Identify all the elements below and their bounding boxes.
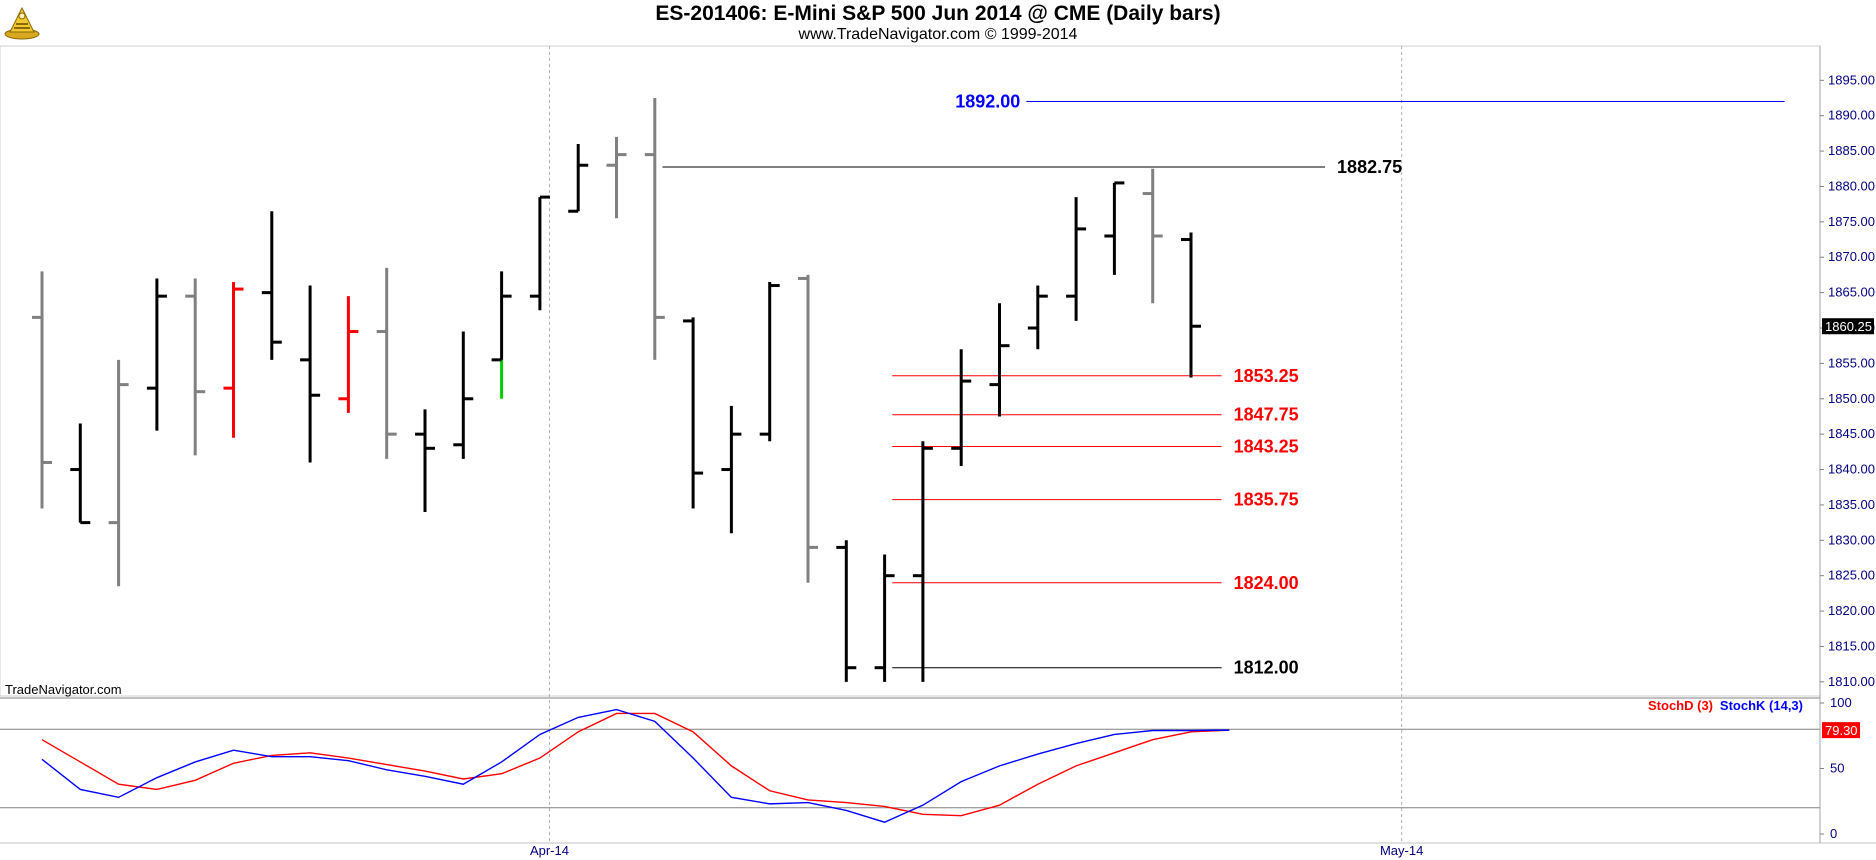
chart-header: ES-201406: E-Mini S&P 500 Jun 2014 @ CME… xyxy=(0,0,1876,46)
stoch-tick-label: 100 xyxy=(1830,695,1852,710)
legend-stochk: StochK (14,3) xyxy=(1720,698,1803,713)
level-label: 1892.00 xyxy=(955,92,1020,112)
legend-stochd: StochD (3) xyxy=(1648,698,1713,713)
chart-subtitle: www.TradeNavigator.com © 1999-2014 xyxy=(798,26,1078,43)
level-label: 1853.25 xyxy=(1234,366,1299,386)
y-tick-label: 1815.00 xyxy=(1828,638,1875,653)
y-tick-label: 1870.00 xyxy=(1828,249,1875,264)
y-tick-label: 1855.00 xyxy=(1828,355,1875,370)
stoch-tick-label: 50 xyxy=(1830,761,1844,776)
y-tick-label: 1895.00 xyxy=(1828,72,1875,87)
level-label: 1835.75 xyxy=(1234,490,1299,510)
level-label: 1812.00 xyxy=(1234,658,1299,678)
y-tick-label: 1890.00 xyxy=(1828,108,1875,123)
y-tick-label: 1835.00 xyxy=(1828,497,1875,512)
price-axis: 1810.00 1815.00 1820.00 1825.00 1830.00 1835.… xyxy=(1819,46,1875,843)
last-price-label: 1860.25 xyxy=(1825,319,1872,334)
grid-layer: Apr-14 May-14 xyxy=(0,46,1876,858)
x-tick-label: Apr-14 xyxy=(530,843,569,858)
y-tick-label: 1845.00 xyxy=(1828,426,1875,441)
y-tick-label: 1865.00 xyxy=(1828,285,1875,300)
stoch-last-label: 79.30 xyxy=(1825,723,1858,738)
last-price-badge xyxy=(1822,318,1874,335)
stoch-series-line xyxy=(41,712,1230,817)
stoch-tick-label: 0 xyxy=(1830,826,1837,841)
y-tick-label: 1850.00 xyxy=(1828,391,1875,406)
y-tick-label: 1830.00 xyxy=(1828,532,1875,547)
y-tick-label: 1885.00 xyxy=(1828,143,1875,158)
ohlc-bars xyxy=(32,98,1201,682)
stoch-series-line xyxy=(41,708,1230,823)
level-label: 1882.75 xyxy=(1337,157,1402,177)
chart-title: ES-201406: E-Mini S&P 500 Jun 2014 @ CME… xyxy=(655,2,1221,25)
x-tick-label: May-14 xyxy=(1380,843,1423,858)
y-tick-label: 1875.00 xyxy=(1828,214,1875,229)
stochastic-panel: StochD (3) StochK (14,3) xyxy=(0,698,1820,823)
y-tick-label: 1880.00 xyxy=(1828,178,1875,193)
level-label: 1843.25 xyxy=(1234,437,1299,457)
y-tick-label: 1825.00 xyxy=(1828,568,1875,583)
tradenavigator-logo-icon xyxy=(4,6,40,40)
level-label: 1847.75 xyxy=(1234,405,1299,425)
y-tick-label: 1840.00 xyxy=(1828,462,1875,477)
level-lines: 1892.00 1882.75 1853.25 1847.75 1843.25 1835.… xyxy=(662,92,1785,678)
y-tick-label: 1810.00 xyxy=(1828,674,1875,689)
y-tick-label: 1820.00 xyxy=(1828,603,1875,618)
watermark: TradeNavigator.com xyxy=(5,682,122,697)
stoch-last-badge xyxy=(1822,722,1860,739)
level-label: 1824.00 xyxy=(1234,573,1299,593)
price-panel-frame xyxy=(0,45,1821,697)
